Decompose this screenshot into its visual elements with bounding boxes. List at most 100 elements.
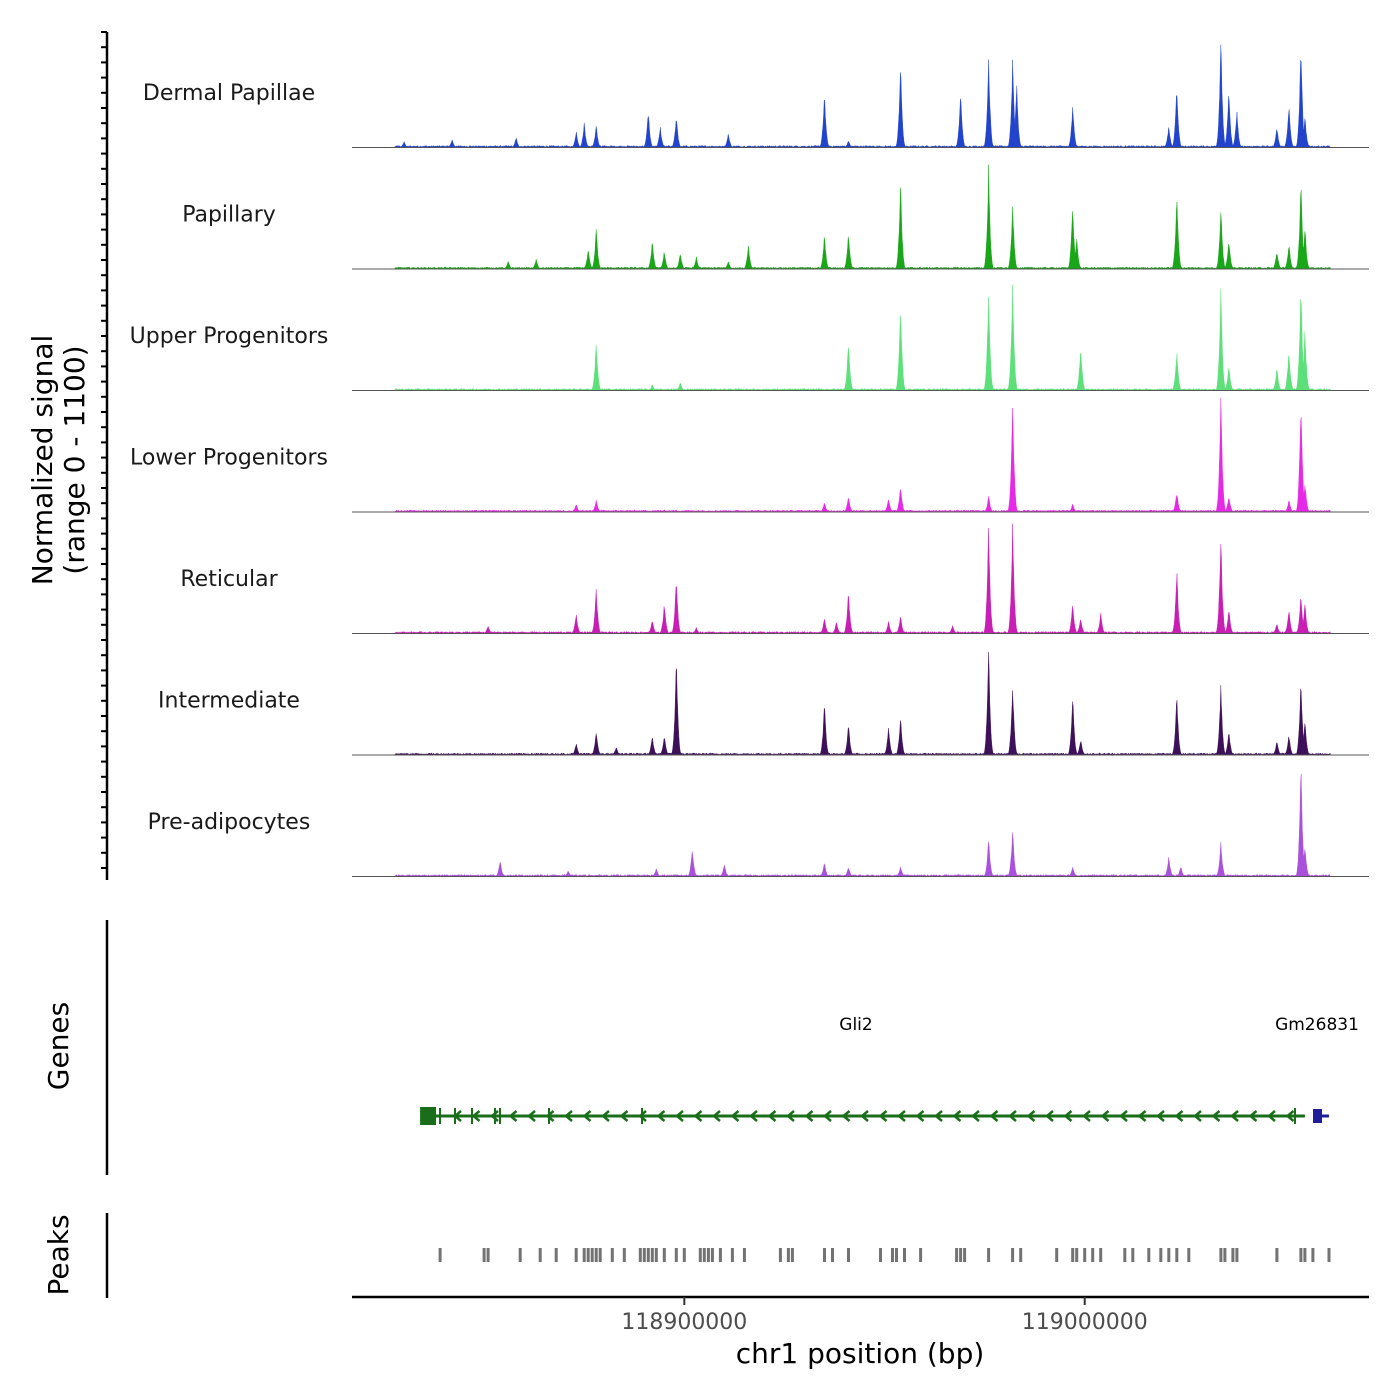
strand-arrow (1248, 1110, 1258, 1122)
strand-arrow (749, 1110, 758, 1122)
track-papillary: Papillary (182, 164, 1369, 270)
peak-mark (1327, 1248, 1331, 1262)
peak-mark (1223, 1248, 1227, 1262)
peak-mark (486, 1248, 490, 1262)
peak-mark (538, 1248, 542, 1262)
strand-arrow (1230, 1110, 1239, 1122)
peak-mark (895, 1248, 898, 1262)
peak-mark (654, 1248, 658, 1262)
peak-mark (1091, 1248, 1095, 1262)
strand-arrow (490, 1110, 499, 1122)
x-tick-label: 118900000 (621, 1310, 747, 1335)
peak-marks (438, 1248, 1331, 1262)
strand-arrow (1193, 1110, 1202, 1122)
peak-mark (1075, 1248, 1079, 1262)
peak-mark (674, 1248, 678, 1262)
peak-mark (919, 1248, 923, 1262)
peak-mark (1235, 1248, 1239, 1262)
track-label: Intermediate (158, 689, 300, 714)
coverage-area (352, 397, 1369, 513)
strand-arrow (804, 1110, 814, 1122)
strand-arrow (878, 1110, 888, 1122)
strand-arrow (786, 1110, 795, 1122)
strand-arrow (915, 1110, 925, 1122)
track-lower-progenitors: Lower Progenitors (130, 397, 1369, 513)
peak-mark (1019, 1248, 1023, 1262)
gene-label: Gli2 (839, 1015, 872, 1035)
strand-arrow (508, 1110, 518, 1122)
track-label: Upper Progenitors (130, 324, 329, 349)
track-label: Reticular (180, 567, 278, 592)
coverage-area (352, 652, 1369, 756)
y-axis-title: Normalized signal (range 0 - 1100) (26, 335, 91, 586)
strand-arrow (712, 1110, 721, 1122)
peak-mark (1083, 1248, 1087, 1262)
peak-mark (482, 1248, 486, 1262)
strand-arrow (1063, 1110, 1073, 1122)
strand-arrow (1156, 1110, 1165, 1122)
gene-gm26831: Gm26831 (1275, 1015, 1359, 1123)
peak-mark (622, 1248, 626, 1262)
strand-arrow (1174, 1110, 1184, 1122)
peak-mark (891, 1248, 894, 1262)
strand-arrow (823, 1110, 832, 1122)
peak-mark (650, 1248, 654, 1262)
peak-mark (987, 1248, 991, 1262)
peak-mark (586, 1248, 590, 1262)
peak-mark (574, 1248, 578, 1262)
coverage-area (352, 284, 1369, 391)
peak-mark (1147, 1248, 1151, 1262)
peak-mark (879, 1248, 882, 1262)
coverage-area (352, 164, 1369, 270)
peak-mark (1123, 1248, 1127, 1262)
x-tick-label: 119000000 (1022, 1310, 1148, 1335)
peak-mark (730, 1248, 734, 1262)
strand-arrow (453, 1110, 462, 1122)
strand-arrow (638, 1110, 647, 1122)
peak-mark (1311, 1248, 1315, 1262)
strand-arrow (1211, 1110, 1221, 1122)
genes-panel-label: Genes (42, 1002, 75, 1090)
track-dermal-papillae: Dermal Papillae (143, 44, 1369, 148)
track-label: Lower Progenitors (130, 446, 328, 471)
peak-mark (594, 1248, 598, 1262)
strand-arrow (1100, 1110, 1110, 1122)
x-axis-ticks: 118900000 119000000 (621, 1297, 1148, 1335)
peak-mark (554, 1248, 558, 1262)
gene-annotations: Gli2 Gm26831 (420, 1015, 1359, 1125)
strand-arrow (1008, 1110, 1017, 1122)
strand-arrow (582, 1110, 592, 1122)
track-label: Pre-adipocytes (148, 810, 311, 835)
peak-mark (963, 1248, 967, 1262)
peak-mark (438, 1248, 442, 1262)
strand-arrow (767, 1110, 777, 1122)
strand-arrow (471, 1110, 481, 1122)
peak-mark (582, 1248, 586, 1262)
peak-mark (823, 1248, 826, 1262)
strand-arrow (989, 1110, 999, 1122)
peak-mark (682, 1248, 686, 1262)
peak-mark (1099, 1248, 1103, 1262)
strand-arrow (1119, 1110, 1128, 1122)
peak-mark (955, 1248, 959, 1262)
peak-mark (778, 1248, 782, 1262)
track-pre-adipocytes: Pre-adipocytes (148, 773, 1369, 877)
x-axis-title: chr1 position (bp) (736, 1337, 985, 1370)
strand-arrow (527, 1110, 536, 1122)
peak-mark (742, 1248, 746, 1262)
peak-mark (638, 1248, 642, 1262)
peak-mark (706, 1248, 710, 1262)
peak-mark (598, 1248, 602, 1262)
strand-arrow (1082, 1110, 1091, 1122)
peak-mark (847, 1248, 850, 1262)
coverage-y-axis-ticks (101, 31, 107, 869)
strand-arrow (675, 1110, 684, 1122)
gene-exon (420, 1107, 437, 1125)
peak-mark (662, 1248, 666, 1262)
peak-mark (518, 1248, 522, 1262)
strand-arrow (1026, 1110, 1036, 1122)
gene-label: Gm26831 (1275, 1015, 1359, 1035)
peak-mark (903, 1248, 906, 1262)
strand-arrow (860, 1110, 869, 1122)
peaks-panel-label: Peaks (42, 1214, 75, 1295)
